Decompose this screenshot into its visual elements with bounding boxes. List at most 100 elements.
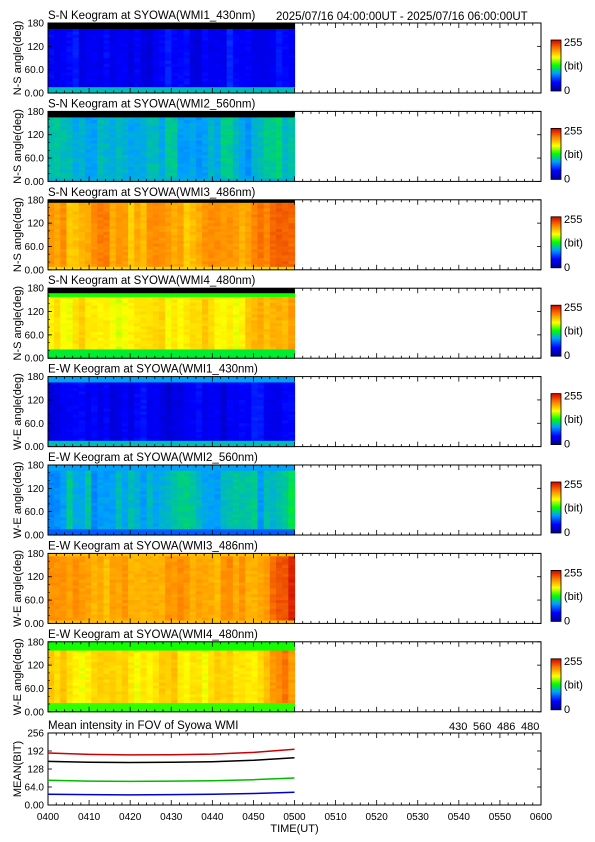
colorbar-min: 0 (564, 704, 570, 716)
y-tick-label: 120 (27, 572, 44, 583)
x-tick-label: 0400 (37, 812, 60, 823)
y-axis-label: W-E angle(deg) (12, 550, 24, 627)
x-tick-label: 0550 (489, 812, 512, 823)
y-tick-label: 128 (27, 765, 44, 776)
y-tick-label: 192 (27, 747, 44, 758)
keogram-panel: S-N Keogram at SYOWA(WMI3_486nm) 180 120 60… (12, 187, 583, 276)
y-tick-label: 60.0 (25, 154, 45, 165)
series-line-430 (47, 791, 295, 796)
y-axis-label: W-E angle(deg) (12, 373, 24, 450)
x-tick-label: 0450 (242, 812, 265, 823)
panel-title: E-W Keogram at SYOWA(WMI4_480nm) (48, 629, 258, 641)
y-axis-label: N-S angle(deg) (12, 198, 24, 273)
legend-entry: 430 (449, 721, 467, 733)
keogram-image (48, 288, 296, 359)
y-tick-label: 120 (27, 130, 44, 141)
x-tick-label: 0430 (160, 812, 183, 823)
keogram-image (48, 553, 296, 624)
mean-panel-title: Mean intensity in FOV of Syowa WMI (48, 720, 238, 732)
y-axis-label: N-S angle(deg) (12, 109, 24, 184)
x-axis-label: TIME(UT) (270, 823, 318, 835)
y-tick-label: 64.0 (25, 783, 45, 794)
colorbar (550, 481, 562, 534)
series-line-486 (47, 748, 295, 756)
keogram-panel: E-W Keogram at SYOWA(WMI1_430nm) 180 120 60… (12, 364, 583, 454)
y-tick-label: 180 (27, 372, 44, 383)
keogram-panel: E-W Keogram at SYOWA(WMI2_560nm) 180 120 60… (12, 452, 583, 542)
y-tick-label: 0.00 (25, 89, 45, 100)
y-tick-label: 60.0 (25, 507, 45, 518)
legend-entry: 486 (497, 721, 515, 733)
colorbar-min: 0 (564, 85, 570, 97)
x-tick-label: 0510 (324, 812, 347, 823)
panel-title: E-W Keogram at SYOWA(WMI2_560nm) (48, 452, 258, 464)
y-tick-label: 180 (27, 549, 44, 560)
colorbar-unit: (bit) (564, 503, 583, 515)
colorbar-min: 0 (564, 439, 570, 451)
colorbar (550, 39, 562, 92)
y-axis-label: N-S angle(deg) (12, 286, 24, 361)
y-axis-label: MEAN(BIT) (12, 741, 24, 797)
keogram-image (48, 641, 296, 713)
y-tick-label: 60.0 (25, 419, 45, 430)
colorbar-max: 255 (564, 214, 582, 226)
colorbar-min: 0 (564, 262, 570, 274)
panel-title: S-N Keogram at SYOWA(WMI3_486nm) (48, 187, 255, 199)
x-tick-label: 0410 (78, 812, 101, 823)
colorbar (550, 658, 562, 711)
x-tick-label: 0440 (201, 812, 224, 823)
y-axis-label: W-E angle(deg) (12, 638, 24, 715)
time-range-header: 2025/07/16 04:00:00UT - 2025/07/16 06:00… (276, 11, 528, 23)
y-tick-label: 120 (27, 395, 44, 406)
colorbar-min: 0 (564, 527, 570, 539)
legend-entry: 560 (473, 721, 491, 733)
y-tick-label: 60.0 (25, 330, 45, 341)
colorbar (550, 304, 562, 357)
y-tick-label: 0.00 (25, 354, 45, 365)
y-tick-label: 60.0 (25, 596, 45, 607)
x-tick-label: 0600 (530, 812, 553, 823)
y-tick-label: 0.00 (25, 265, 45, 276)
x-tick-label: 0520 (366, 812, 389, 823)
y-tick-label: 180 (27, 461, 44, 472)
colorbar-max: 255 (564, 37, 582, 49)
x-tick-label: 0420 (119, 812, 142, 823)
keogram-image (48, 111, 296, 182)
y-axis-label: N-S angle(deg) (12, 21, 24, 96)
colorbar-max: 255 (564, 567, 582, 579)
colorbar-max: 255 (564, 391, 582, 403)
y-tick-label: 60.0 (25, 65, 45, 76)
y-tick-label: 120 (27, 661, 44, 672)
x-tick-label: 0530 (407, 812, 430, 823)
colorbar-min: 0 (564, 173, 570, 185)
colorbar-min: 0 (564, 350, 570, 362)
series-line-480 (47, 757, 295, 764)
y-tick-label: 0.00 (25, 707, 45, 718)
colorbar-unit: (bit) (564, 61, 583, 73)
colorbar-unit: (bit) (564, 149, 583, 161)
keogram-image (48, 376, 296, 448)
keogram-image (48, 23, 296, 94)
colorbar-unit: (bit) (564, 414, 583, 426)
y-tick-label: 0.00 (25, 531, 45, 542)
colorbar-unit: (bit) (564, 326, 583, 338)
colorbar-unit: (bit) (564, 679, 583, 691)
colorbar-max: 255 (564, 125, 582, 137)
colorbar-unit: (bit) (564, 591, 583, 603)
y-tick-label: 60.0 (25, 684, 45, 695)
series-line-560 (47, 777, 295, 783)
y-tick-label: 180 (27, 19, 44, 30)
keogram-panel: E-W Keogram at SYOWA(WMI4_480nm) 180 120 60… (12, 629, 583, 719)
panel-title: S-N Keogram at SYOWA(WMI4_480nm) (48, 275, 255, 287)
x-tick-label: 0500 (283, 812, 306, 823)
colorbar (550, 570, 562, 622)
panel-title: E-W Keogram at SYOWA(WMI3_486nm) (48, 540, 258, 552)
legend-entry: 480 (521, 721, 539, 733)
colorbar (550, 393, 562, 446)
colorbar-max: 255 (564, 302, 582, 314)
y-tick-label: 60.0 (25, 242, 45, 253)
y-tick-label: 180 (27, 284, 44, 295)
colorbar-max: 255 (564, 479, 582, 491)
panel-title: S-N Keogram at SYOWA(WMI2_560nm) (48, 98, 255, 110)
